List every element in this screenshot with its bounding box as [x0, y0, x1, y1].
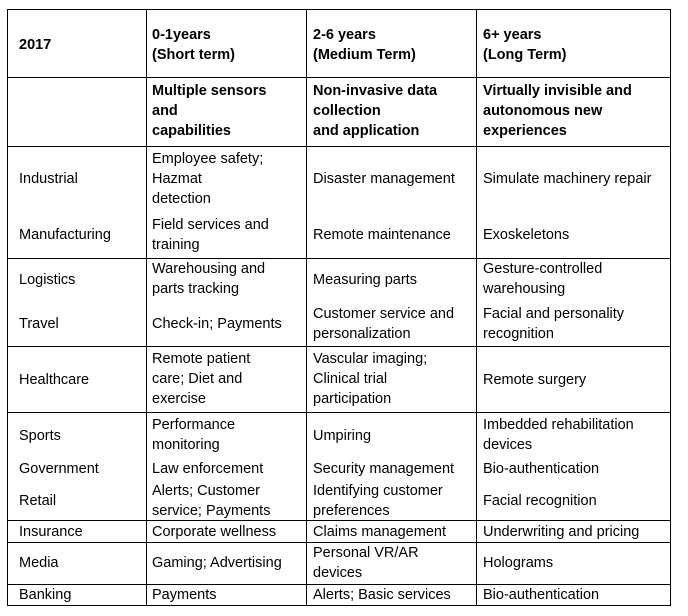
sector-label: Banking [19, 587, 72, 603]
medium-term-cell: Personal VR/AR devices [313, 545, 419, 581]
short-term-cell: Warehousing and parts tracking [152, 261, 266, 297]
sector-label: Travel [19, 316, 59, 332]
table-border-bottom [7, 605, 671, 606]
long-term-cell: Exoskeletons [483, 227, 570, 243]
sector-label: Logistics [19, 272, 76, 288]
long-term-cell: Bio-authentication [483, 587, 600, 603]
column-divider [306, 9, 307, 606]
short-term-cell: Field services and training [152, 217, 269, 253]
long-term-cell: Facial and personality recognition [483, 306, 625, 342]
long-term-cell: Holograms [483, 555, 554, 571]
long-term-cell: Gesture-controlled warehousing [483, 261, 603, 297]
medium-term-cell: Identifying customer preferences [313, 483, 443, 519]
sector-label: Government [19, 461, 99, 477]
table-border-right [670, 9, 671, 606]
year-header: 2017 [19, 37, 52, 53]
column-divider [146, 9, 147, 606]
long-term-header: 6+ years (Long Term) [483, 27, 567, 63]
medium-term-cell: Claims management [313, 524, 446, 540]
medium-term-cell: Customer service and personalization [313, 306, 455, 342]
row-divider [7, 346, 671, 347]
row-divider [7, 77, 671, 78]
table-border-left [7, 9, 8, 606]
long-term-cell: Remote surgery [483, 372, 587, 388]
sector-label: Retail [19, 493, 57, 509]
medium-term-cell: Remote maintenance [313, 227, 451, 243]
long-term-cell: Facial recognition [483, 493, 597, 509]
medium-term-subheader: Non-invasive data collection and applica… [313, 83, 438, 139]
short-term-cell: Performance monitoring [152, 417, 236, 453]
medium-term-cell: Umpiring [313, 428, 372, 444]
medium-term-header: 2-6 years (Medium Term) [313, 27, 416, 63]
sector-label: Healthcare [19, 372, 90, 388]
long-term-cell: Imbedded rehabilitation devices [483, 417, 634, 453]
medium-term-cell: Measuring parts [313, 272, 417, 288]
sector-label: Industrial [19, 171, 78, 187]
column-divider [476, 9, 477, 606]
medium-term-cell: Disaster management [313, 171, 455, 187]
short-term-cell: Law enforcement [152, 461, 264, 477]
row-divider [7, 520, 671, 521]
long-term-cell: Underwriting and pricing [483, 524, 640, 540]
long-term-subheader: Virtually invisible and autonomous new e… [483, 83, 632, 139]
short-term-cell: Gaming; Advertising [152, 555, 282, 571]
row-divider [7, 9, 671, 10]
short-term-cell: Alerts; Customer service; Payments [152, 483, 271, 519]
sector-label: Insurance [19, 524, 83, 540]
short-term-cell: Employee safety; Hazmat detection [152, 151, 264, 207]
long-term-cell: Simulate machinery repair [483, 171, 652, 187]
row-divider [7, 412, 671, 413]
medium-term-cell: Alerts; Basic services [313, 587, 451, 603]
short-term-cell: Payments [152, 587, 217, 603]
short-term-cell: Corporate wellness [152, 524, 277, 540]
sensor-roadmap-table: 2017 0-1years (Short term) 2-6 years (Me… [7, 9, 671, 606]
short-term-cell: Check-in; Payments [152, 316, 282, 332]
medium-term-cell: Security management [313, 461, 455, 477]
row-divider [7, 542, 671, 543]
medium-term-cell: Vascular imaging; Clinical trial partici… [313, 351, 428, 407]
short-term-header: 0-1years (Short term) [152, 27, 235, 63]
short-term-subheader: Multiple sensors and capabilities [152, 83, 267, 139]
long-term-cell: Bio-authentication [483, 461, 600, 477]
row-divider [7, 584, 671, 585]
row-divider [7, 146, 671, 147]
sector-label: Sports [19, 428, 61, 444]
sector-label: Media [19, 555, 59, 571]
sector-label: Manufacturing [19, 227, 111, 243]
short-term-cell: Remote patient care; Diet and exercise [152, 351, 251, 407]
row-divider [7, 258, 671, 259]
